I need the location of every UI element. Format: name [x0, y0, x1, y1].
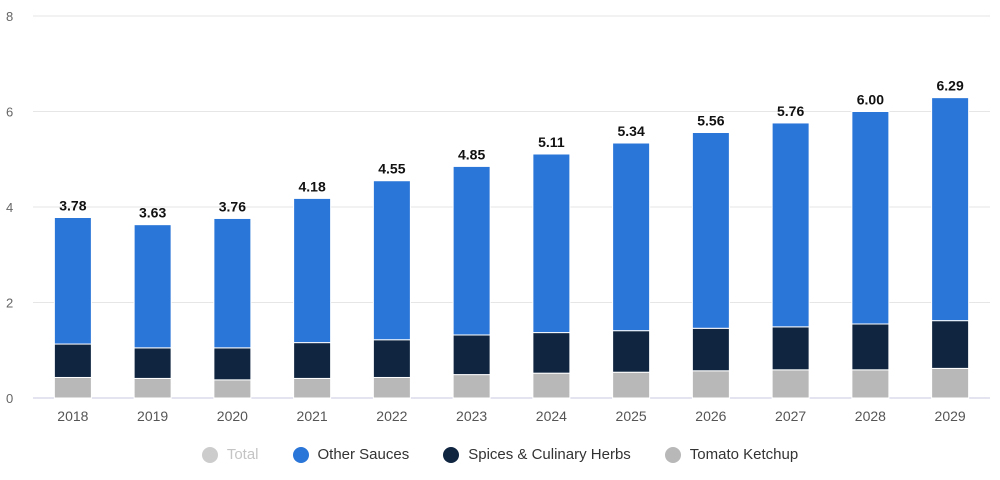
bar-segment-other-sauces-2020[interactable] — [213, 217, 252, 349]
x-tick-label-2022: 2022 — [376, 408, 407, 424]
legend-marker — [201, 446, 218, 463]
bar-segment-other-sauces-2027[interactable] — [771, 122, 810, 328]
x-tick-label-2028: 2028 — [855, 408, 886, 424]
x-tick-label-2021: 2021 — [297, 408, 328, 424]
bar-segment-other-sauces-2025[interactable] — [612, 142, 651, 332]
x-tick-label-2029: 2029 — [935, 408, 966, 424]
legend-label: Total — [226, 446, 259, 463]
bar-segment-spices-culinary-herbs-2024[interactable] — [532, 332, 571, 374]
y-tick-label: 4 — [6, 200, 13, 215]
bar-segment-tomato-ketchup-2028[interactable] — [851, 369, 890, 399]
legend-item-total[interactable]: Total — [201, 446, 259, 463]
bar-segment-other-sauces-2026[interactable] — [691, 132, 730, 329]
y-tick-label: 2 — [6, 296, 13, 311]
bar-segment-tomato-ketchup-2027[interactable] — [771, 369, 810, 399]
legend-item-spices-culinary-herbs[interactable]: Spices & Culinary Herbs — [443, 446, 631, 463]
total-labels: 3.78 3.63 3.76 4.18 4.55 4.85 5.11 5.34 5.56 5.76… — [59, 78, 964, 221]
bar-segment-spices-culinary-herbs-2018[interactable] — [53, 343, 92, 378]
x-tick-label-2027: 2027 — [775, 408, 806, 424]
y-tick-label: 8 — [6, 9, 13, 24]
x-tick-label-2019: 2019 — [137, 408, 168, 424]
total-label-2027: 5.76 — [777, 103, 804, 119]
bar-segment-tomato-ketchup-2029[interactable] — [931, 367, 970, 399]
bar-segment-spices-culinary-herbs-2023[interactable] — [452, 334, 491, 376]
bar-segment-tomato-ketchup-2024[interactable] — [532, 372, 571, 399]
total-label-2029: 6.29 — [937, 78, 964, 94]
bar-segment-spices-culinary-herbs-2021[interactable] — [293, 342, 332, 379]
y-axis-ticks: 0 2 4 6 8 — [6, 9, 13, 406]
total-label-2018: 3.78 — [59, 198, 86, 214]
legend-label: Other Sauces — [317, 446, 410, 463]
total-label-2020: 3.76 — [219, 198, 246, 214]
legend-marker — [664, 446, 681, 463]
bar-segment-spices-culinary-herbs-2026[interactable] — [691, 327, 730, 372]
total-label-2024: 5.11 — [538, 134, 565, 150]
total-label-2022: 4.55 — [378, 161, 405, 177]
total-label-2021: 4.18 — [299, 178, 326, 194]
total-label-2026: 5.56 — [697, 113, 724, 129]
x-tick-label-2025: 2025 — [616, 408, 647, 424]
legend-marker — [292, 446, 309, 463]
bar-segment-tomato-ketchup-2019[interactable] — [133, 377, 172, 399]
bar-segment-other-sauces-2028[interactable] — [851, 111, 890, 325]
bar-segment-tomato-ketchup-2026[interactable] — [691, 370, 730, 399]
chart-legend: Total Other Sauces Spices & Culinary Herbs… — [0, 446, 1000, 463]
total-label-2028: 6.00 — [857, 92, 884, 108]
bar-segment-other-sauces-2018[interactable] — [53, 217, 92, 345]
x-tick-label-2023: 2023 — [456, 408, 487, 424]
y-tick-label: 6 — [6, 105, 13, 120]
bar-segment-spices-culinary-herbs-2028[interactable] — [851, 323, 890, 371]
legend-label: Tomato Ketchup — [689, 446, 799, 463]
y-tick-label: 0 — [6, 391, 13, 406]
bar-segment-other-sauces-2024[interactable] — [532, 153, 571, 334]
bar-segment-spices-culinary-herbs-2029[interactable] — [931, 320, 970, 369]
x-tick-label-2018: 2018 — [57, 408, 88, 424]
legend-item-tomato-ketchup[interactable]: Tomato Ketchup — [664, 446, 799, 463]
bar-segment-spices-culinary-herbs-2022[interactable] — [372, 339, 411, 378]
bar-segment-tomato-ketchup-2025[interactable] — [612, 371, 651, 399]
bar-segment-other-sauces-2019[interactable] — [133, 224, 172, 349]
bar-segment-other-sauces-2023[interactable] — [452, 165, 491, 336]
bar-segment-spices-culinary-herbs-2019[interactable] — [133, 347, 172, 379]
total-label-2025: 5.34 — [618, 123, 645, 139]
bar-segment-tomato-ketchup-2023[interactable] — [452, 374, 491, 399]
bar-segment-other-sauces-2021[interactable] — [293, 197, 332, 344]
stacked-bar-chart: 0 2 4 6 8 3.78 3.63 3.76 4.18 4.55 4.85 5.11 5.34 5.… — [6, 9, 990, 424]
x-tick-label-2020: 2020 — [217, 408, 248, 424]
total-label-2023: 4.85 — [458, 146, 485, 162]
bar-segment-tomato-ketchup-2018[interactable] — [53, 376, 92, 399]
legend-label: Spices & Culinary Herbs — [468, 446, 631, 463]
total-label-2019: 3.63 — [139, 205, 166, 221]
x-tick-label-2026: 2026 — [695, 408, 726, 424]
bar-segment-tomato-ketchup-2020[interactable] — [213, 379, 252, 399]
gridlines — [33, 15, 990, 399]
bars — [53, 97, 970, 399]
bar-segment-spices-culinary-herbs-2027[interactable] — [771, 326, 810, 371]
legend-item-other-sauces[interactable]: Other Sauces — [292, 446, 410, 463]
bar-segment-spices-culinary-herbs-2025[interactable] — [612, 330, 651, 373]
bar-segment-spices-culinary-herbs-2020[interactable] — [213, 347, 252, 381]
bar-segment-other-sauces-2029[interactable] — [931, 97, 970, 322]
bar-segment-other-sauces-2022[interactable] — [372, 180, 411, 341]
bar-segment-tomato-ketchup-2021[interactable] — [293, 377, 332, 399]
bar-segment-tomato-ketchup-2022[interactable] — [372, 376, 411, 399]
legend-marker — [443, 446, 460, 463]
x-axis-ticks: 2018 2019 2020 2021 2022 2023 2024 2025 2026 2027… — [57, 408, 966, 424]
x-tick-label-2024: 2024 — [536, 408, 567, 424]
